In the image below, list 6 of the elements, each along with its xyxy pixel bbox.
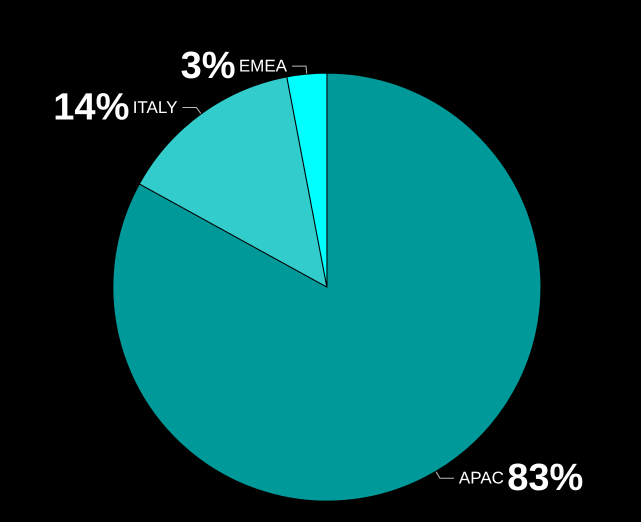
slice-label: EMEA	[238, 56, 288, 76]
data-label: 14%	[53, 86, 130, 128]
slice-label: ITALY	[132, 98, 178, 117]
data-label: 3%	[180, 45, 236, 88]
data-label: 83%	[507, 457, 584, 500]
slice-label: APAC	[458, 468, 504, 488]
